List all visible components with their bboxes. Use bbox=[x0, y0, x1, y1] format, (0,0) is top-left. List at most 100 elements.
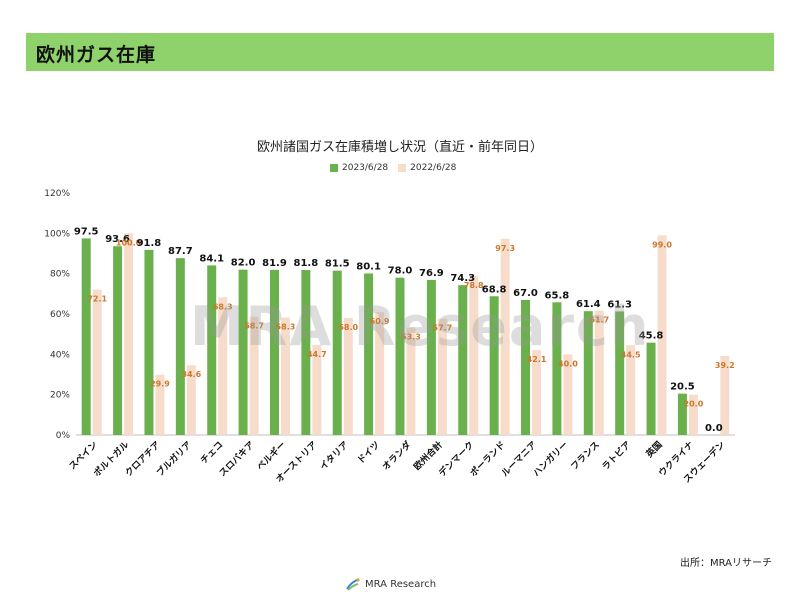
footer-logo: MRA Research bbox=[345, 576, 436, 592]
data-label-2022: 42.1 bbox=[527, 355, 547, 364]
data-label-2022: 58.0 bbox=[338, 323, 358, 332]
legend-item-2022: 2022/6/28 bbox=[398, 163, 456, 173]
page-title: 欧州ガス在庫 bbox=[36, 44, 157, 66]
source-note: 出所：MRAリサーチ bbox=[680, 558, 773, 569]
x-tick-label: ドイツ bbox=[355, 439, 382, 466]
bar-2023 bbox=[207, 265, 217, 435]
data-label-2023: 87.7 bbox=[168, 246, 193, 257]
data-label-2023: 78.0 bbox=[388, 266, 413, 277]
bar-2023 bbox=[521, 299, 531, 435]
chart-legend: 2023/6/28 2022/6/28 bbox=[330, 163, 456, 173]
legend-swatch-2022 bbox=[398, 164, 407, 172]
bar-2022 bbox=[406, 327, 416, 435]
data-label-2022: 68.3 bbox=[213, 302, 233, 311]
data-label-2023: 84.1 bbox=[199, 253, 224, 264]
x-tick-label: ラトビア bbox=[599, 439, 633, 473]
bar-2023 bbox=[552, 302, 562, 435]
x-tick-label: オランダ bbox=[380, 439, 414, 473]
bar-2022 bbox=[500, 238, 510, 435]
y-tick-label: 120% bbox=[44, 189, 70, 199]
x-tick-label: スペイン bbox=[67, 439, 100, 472]
data-label-2023: 65.8 bbox=[545, 290, 570, 301]
data-label-2023: 81.5 bbox=[325, 259, 350, 270]
data-label-2022: 34.6 bbox=[181, 370, 201, 379]
data-label-2023: 20.5 bbox=[670, 382, 695, 393]
data-label-2022: 58.3 bbox=[276, 322, 296, 331]
bar-2022 bbox=[657, 235, 667, 435]
bar-2023 bbox=[489, 296, 499, 435]
data-label-2023: 82.0 bbox=[231, 258, 256, 269]
y-tick-label: 60% bbox=[50, 310, 70, 320]
legend-item-2023: 2023/6/28 bbox=[330, 163, 388, 173]
bar-2022 bbox=[688, 394, 698, 435]
data-label-2022: 39.2 bbox=[715, 361, 735, 370]
bar-2023 bbox=[646, 342, 656, 435]
logo-icon bbox=[346, 578, 360, 591]
bar-2022 bbox=[720, 355, 730, 435]
data-label-2023: 93.6 bbox=[105, 234, 130, 245]
bar-2022 bbox=[343, 318, 353, 435]
bar-2023 bbox=[81, 238, 91, 435]
bar-2023 bbox=[426, 279, 436, 435]
data-label-2022: 29.9 bbox=[150, 380, 170, 389]
bar-2022 bbox=[312, 344, 322, 435]
bar-2023 bbox=[458, 285, 468, 435]
bar-2023 bbox=[677, 393, 687, 435]
data-label-2023: 61.4 bbox=[576, 299, 601, 310]
bar-2023 bbox=[332, 270, 342, 435]
data-label-2023: 76.9 bbox=[419, 268, 444, 279]
y-tick-label: 20% bbox=[50, 391, 70, 401]
data-label-2022: 40.0 bbox=[558, 359, 578, 368]
bar-2022 bbox=[186, 365, 196, 435]
bar-2023 bbox=[269, 269, 279, 435]
data-label-2023: 80.1 bbox=[356, 261, 381, 272]
x-tick-label: フランス bbox=[569, 439, 602, 472]
bar-2023 bbox=[301, 270, 311, 435]
data-label-2022: 44.5 bbox=[621, 350, 641, 359]
data-label-2023: 97.5 bbox=[74, 226, 99, 237]
bar-2022 bbox=[92, 289, 102, 435]
data-label-2022: 57.7 bbox=[433, 324, 453, 333]
bar-2023 bbox=[364, 273, 374, 435]
bar-2022 bbox=[532, 350, 542, 435]
x-tick-label: チェコ bbox=[198, 439, 225, 466]
data-label-2022: 60.9 bbox=[370, 317, 390, 326]
data-label-2022: 58.7 bbox=[244, 322, 264, 331]
logo-text: MRA Research bbox=[365, 578, 437, 590]
bar-2022 bbox=[249, 316, 259, 435]
bar-2022 bbox=[280, 317, 290, 435]
bar-2022 bbox=[469, 276, 479, 435]
chart-title: 欧州諸国ガス在庫積増し状況（直近・前年同日） bbox=[256, 140, 543, 155]
bar-2022 bbox=[626, 345, 636, 435]
data-label-2023: 81.8 bbox=[294, 258, 319, 269]
y-tick-label: 100% bbox=[44, 229, 70, 239]
watermark: MRA Research bbox=[190, 295, 651, 358]
data-label-2023: 67.0 bbox=[513, 288, 538, 299]
x-tick-label: 欧州合計 bbox=[411, 439, 445, 473]
bar-2023 bbox=[144, 249, 154, 435]
data-label-2023: 61.3 bbox=[607, 299, 632, 310]
data-label-2022: 99.0 bbox=[652, 240, 672, 249]
bar-2022 bbox=[437, 318, 447, 435]
data-label-2023: 68.8 bbox=[482, 284, 507, 295]
bar-2022 bbox=[155, 374, 165, 435]
x-tick-label: 英国 bbox=[643, 439, 665, 461]
data-label-2023: 45.8 bbox=[639, 331, 664, 342]
bar-2023 bbox=[615, 311, 625, 435]
bar-2022 bbox=[594, 310, 604, 435]
legend-swatch-2023 bbox=[330, 164, 338, 172]
bar-2022 bbox=[218, 297, 228, 435]
bar-2023 bbox=[583, 311, 593, 435]
legend-label-2023: 2023/6/28 bbox=[342, 163, 389, 173]
data-label-2022: 44.7 bbox=[307, 350, 327, 359]
bar-2022 bbox=[124, 233, 134, 435]
legend-label-2022: 2022/6/28 bbox=[410, 163, 457, 173]
bar-2023 bbox=[113, 246, 123, 435]
y-tick-label: 80% bbox=[50, 270, 70, 280]
header-band bbox=[26, 33, 774, 71]
data-label-2023: 91.8 bbox=[137, 238, 162, 249]
data-label-2022: 20.0 bbox=[684, 400, 704, 409]
bar-2023 bbox=[238, 269, 248, 435]
data-label-2022: 72.1 bbox=[87, 295, 107, 304]
data-label-2023: 81.9 bbox=[262, 258, 287, 269]
